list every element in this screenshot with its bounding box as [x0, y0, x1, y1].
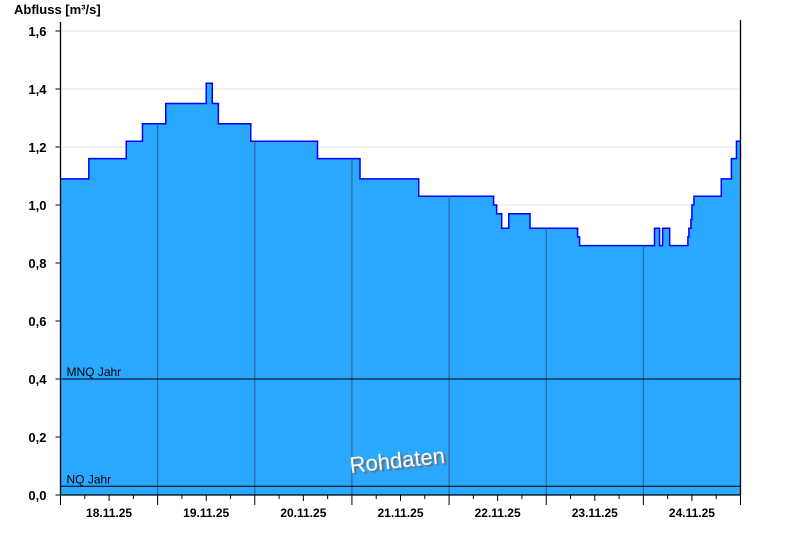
discharge-line	[60, 82, 741, 247]
x-tick-label: 19.11.25	[183, 506, 229, 520]
day-separators	[157, 123, 644, 495]
y-tick-label: 1,6	[28, 24, 46, 39]
y-tick-label: 0,6	[28, 314, 46, 329]
x-tick-label: 22.11.25	[475, 506, 521, 520]
reference-line-label: NQ Jahr	[67, 472, 112, 486]
axes: 0,0 0,2 0,4 0,6 0,8 1,0 1,2 1,4 1,6 18.11.25 19.11…	[28, 20, 742, 520]
y-tick-label: 1,4	[28, 82, 47, 97]
y-tick-label: 1,0	[28, 198, 46, 213]
x-tick-label: 23.11.25	[572, 506, 618, 520]
y-tick-label: 0,0	[28, 488, 46, 503]
y-tick-label: 0,2	[28, 430, 46, 445]
reference-lines: MNQ Jahr NQ Jahr	[60, 365, 741, 487]
reference-line-label: MNQ Jahr	[67, 365, 122, 379]
x-tick-label: 21.11.25	[377, 506, 423, 520]
y-tick-label: 1,2	[28, 140, 46, 155]
y-tick-label: 0,4	[28, 372, 47, 387]
x-tick-label: 18.11.25	[86, 506, 132, 520]
x-tick-label: 24.11.25	[669, 506, 715, 520]
discharge-area	[60, 82, 741, 495]
discharge-fill	[60, 83, 741, 495]
y-tick-label: 0,8	[28, 256, 46, 271]
y-axis-title: Abfluss [m³/s]	[14, 2, 101, 17]
x-tick-label: 20.11.25	[280, 506, 326, 520]
